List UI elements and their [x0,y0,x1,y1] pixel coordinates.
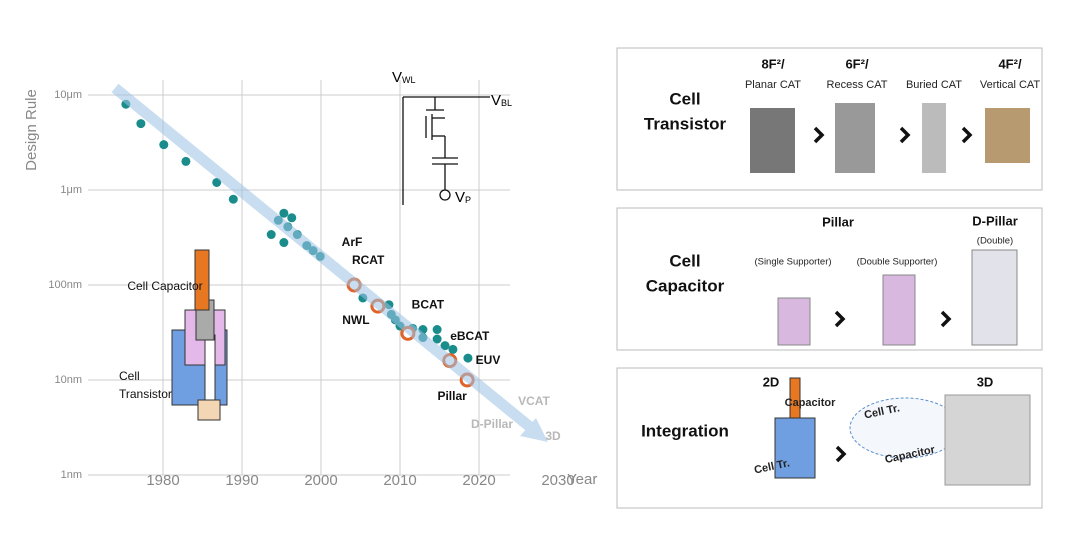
substrate [197,399,221,421]
circuit-label: VWL [392,69,416,86]
x-axis-title: Year [567,471,597,488]
panel-label: (Single Supporter) [754,257,831,268]
point [266,230,276,240]
point-label: eBCAT [450,329,490,343]
y-axis-title: Design Rule [23,89,40,171]
point-label: NWL [342,313,369,327]
capacitor [194,249,210,311]
circuit-label-sub: WL [402,75,416,85]
image [750,108,795,173]
circuit-label-main: V [491,92,501,109]
circuit-inset [402,96,490,205]
panel-title: Cell [669,89,700,108]
panel-label: Capacitor [785,397,836,409]
plot: 10μm 1μm 100nm 10nm 1nm 1980 1990 2000 2010 2020 2… [48,80,575,489]
point [279,238,289,248]
panel-title: Cell [669,251,700,270]
annotation: 3D [545,429,561,443]
circuit-label-sub: P [465,195,471,205]
y-tick-label: 100nm [48,279,82,291]
panel-label: Buried CAT [906,79,962,91]
annotation: VCAT [518,394,550,408]
panel-title: Capacitor [646,276,725,295]
arrows [835,445,847,463]
point [212,177,222,187]
panel-frame [616,207,1043,351]
trend-shaft [111,83,534,432]
point [432,334,442,344]
x-tick-label: 2020 [462,472,495,489]
x-tick-label: 2010 [383,472,416,489]
point [287,213,297,223]
panel-capacitor: Cell Capacitor Pillar (Single Supporter)… [616,207,1043,351]
y-tick-label: 10nm [54,374,82,386]
arrows [813,126,973,144]
annotation: Cell Capacitor [127,279,202,293]
point [279,208,289,218]
point [136,119,146,129]
panel-heading: 8F²/ [761,56,785,71]
image [774,417,816,479]
point [432,325,442,335]
panel-label: (Double Supporter) [857,257,938,268]
panel-heading: 3D [977,374,994,389]
y-tick-label: 10μm [54,89,82,101]
point-label: BCAT [412,297,445,311]
point [181,156,191,166]
point-label: RCAT [352,253,385,267]
circuit-label-main: V [455,189,465,206]
x-tick-label: 1980 [146,472,179,489]
circuit-label: VP [455,189,471,206]
annotation: EUV [476,353,501,367]
panel-heading: 6F²/ [845,56,869,71]
image [985,108,1030,163]
y-tick-label: 1μm [60,184,82,196]
circuit-label-sub: BL [501,98,512,108]
image [882,274,916,346]
panel-heading: Pillar [822,214,854,229]
trend-arrow [111,83,548,442]
point-label: Pillar [437,389,467,403]
point [448,344,458,354]
terminal [439,189,451,201]
circuit-label: VBL [491,92,512,109]
x-tick-label: 2000 [304,472,337,489]
image [922,103,946,173]
panel-title: Transistor [644,114,727,133]
panel-label: (Double) [977,236,1013,247]
panel-label: Vertical CAT [980,79,1041,91]
image [944,394,1031,486]
annotation: Transistor [119,387,172,401]
panel-transistor: Cell Transistor 8F²/ Planar CAT 6F²/ Rec… [616,47,1043,191]
cell-illustration [171,249,228,421]
panel-integration: Integration 2D Capacitor Cell Tr. 3D Cel… [616,367,1043,509]
panel-frame [616,47,1043,191]
arrows [834,310,952,328]
image [971,249,1018,346]
point [228,194,238,204]
circuit-label-main: V [392,69,402,86]
panel-label: Planar CAT [745,79,801,91]
y-tick-label: 1nm [61,469,82,481]
point [463,353,473,363]
panel-title: Integration [641,421,729,440]
point [440,341,450,351]
annotation: Cell [119,369,140,383]
image [835,103,875,173]
panel-label: Recess CAT [827,79,888,91]
annotation: D-Pillar [471,417,513,431]
panel-heading: 2D [763,374,780,389]
x-tick-label: 2030 [541,472,574,489]
x-tick-label: 1990 [225,472,258,489]
point [159,140,169,150]
panel-heading: 4F²/ [998,56,1022,71]
trend-head [520,418,548,442]
annotation: ArF [342,235,363,249]
image [777,297,811,346]
panel-heading: D-Pillar [972,213,1018,228]
